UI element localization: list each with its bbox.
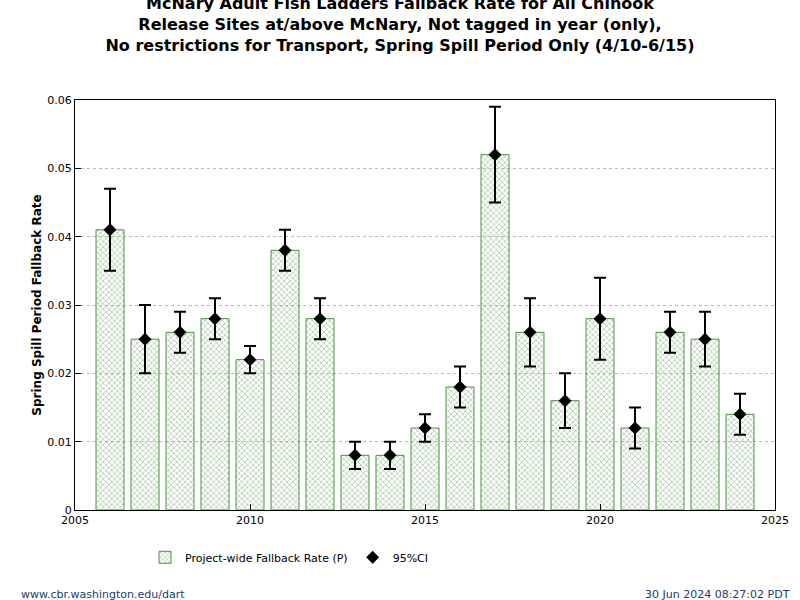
svg-text:www.cbr.washington.edu/dart: www.cbr.washington.edu/dart — [21, 588, 185, 600]
svg-text:2010: 2010 — [236, 514, 264, 527]
svg-text:2015: 2015 — [411, 514, 439, 527]
svg-text:95%CI: 95%CI — [393, 552, 428, 565]
svg-text:0: 0 — [65, 504, 72, 517]
svg-text:0.02: 0.02 — [47, 367, 72, 380]
svg-text:30 Jun 2024 08:27:02 PDT: 30 Jun 2024 08:27:02 PDT — [645, 588, 790, 600]
svg-text:2020: 2020 — [586, 514, 614, 527]
svg-text:0.05: 0.05 — [47, 162, 72, 175]
svg-text:2025: 2025 — [761, 514, 789, 527]
svg-text:Spring Spill Period Fallback R: Spring Spill Period Fallback Rate — [30, 194, 44, 415]
svg-text:0.01: 0.01 — [47, 436, 72, 449]
svg-text:2005: 2005 — [61, 514, 89, 527]
svg-text:0.04: 0.04 — [47, 231, 72, 244]
svg-text:0.03: 0.03 — [47, 299, 72, 312]
svg-text:0.06: 0.06 — [47, 94, 72, 107]
svg-text:Project-wide Fallback Rate (P): Project-wide Fallback Rate (P) — [185, 552, 348, 565]
svg-text:McNary Adult Fish Ladders Fall: McNary Adult Fish Ladders Fallback Rate … — [105, 0, 694, 55]
